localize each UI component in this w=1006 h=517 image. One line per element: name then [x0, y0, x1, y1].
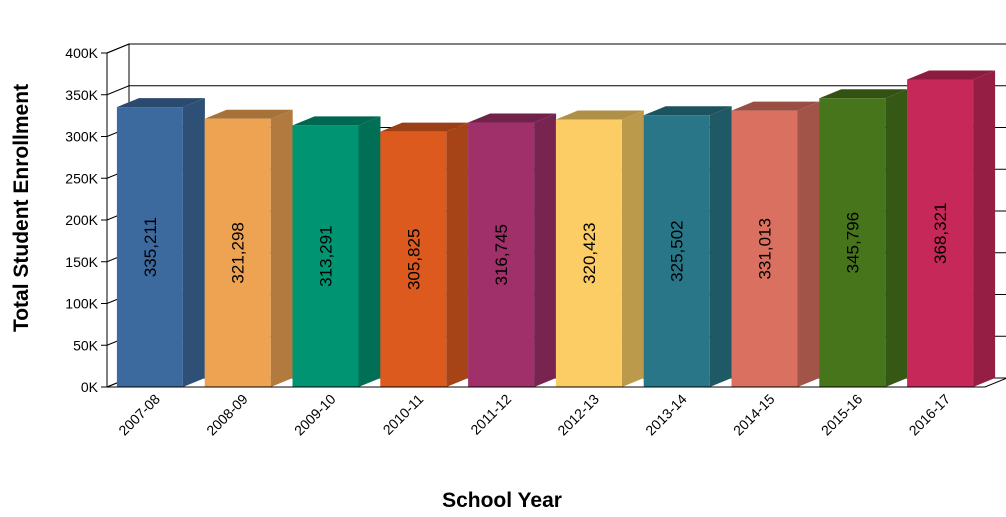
y-axis-top: [106, 43, 130, 54]
data-label: 321,298: [229, 222, 248, 283]
y-tick-label: 150K: [65, 254, 98, 270]
bar-2008-09: 321,298: [204, 109, 293, 387]
bar-2010-11: 305,825: [380, 122, 469, 388]
gridline-side: [106, 85, 130, 96]
y-tick-label: 50K: [73, 337, 99, 353]
bar-2009-10: 313,291: [292, 116, 381, 388]
bar: [643, 115, 710, 387]
y-tick-label: 200K: [65, 212, 98, 228]
data-label: 305,825: [404, 229, 423, 290]
bar-side: [446, 122, 469, 388]
x-tick-label: 2007-08: [115, 391, 163, 439]
bar-2012-13: 320,423: [555, 110, 644, 388]
bar: [292, 125, 359, 388]
data-label: 368,321: [931, 202, 950, 263]
data-label: 331,013: [756, 218, 775, 279]
bar: [468, 122, 535, 388]
x-tick-label: 2011-12: [467, 391, 514, 438]
data-label: 313,291: [317, 225, 336, 286]
bar-2016-17: 368,321: [907, 70, 996, 387]
data-label: 335,211: [141, 217, 160, 277]
bar-side: [797, 101, 820, 388]
x-axis-title: School Year: [442, 489, 562, 512]
bar-top: [468, 113, 557, 123]
x-tick-label: 2014-15: [730, 391, 778, 439]
bar-top: [643, 106, 732, 116]
y-axis-title: Total Student Enrollment: [10, 84, 33, 332]
data-label: 345,796: [843, 212, 862, 273]
bar-top: [731, 101, 820, 111]
bar-2007-08: 335,211: [116, 98, 205, 387]
bar: [731, 110, 798, 388]
bar-side: [885, 89, 908, 387]
data-label: 316,745: [492, 224, 511, 285]
bar-side: [358, 116, 381, 388]
x-tick-label: 2015-16: [818, 391, 866, 439]
x-tick-label: 2012-13: [554, 391, 602, 439]
bar-top: [907, 70, 996, 80]
bar-2011-12: 316,745: [468, 113, 557, 388]
bar-top: [292, 116, 381, 126]
bar: [555, 119, 622, 388]
x-tick-label: 2008-09: [203, 391, 251, 439]
bar-2014-15: 331,013: [731, 101, 820, 388]
bars-layer: 335,211 321,298 313,291 305,825 316,745 320,4…: [116, 70, 996, 388]
bar-2013-14: 325,502: [643, 106, 732, 387]
y-tick-label: 0K: [81, 379, 99, 395]
bar: [204, 118, 271, 387]
y-tick-label: 400K: [65, 45, 98, 61]
bar-top: [819, 89, 908, 99]
bar-side: [270, 109, 293, 387]
bar-side: [182, 98, 205, 387]
bar-side: [973, 70, 996, 387]
bar: [907, 79, 974, 387]
y-tick-label: 350K: [65, 87, 98, 103]
bar-side: [621, 110, 644, 388]
bar: [380, 131, 447, 387]
x-tick-label: 2013-14: [642, 391, 690, 439]
x-tick-label: 2016-17: [906, 391, 954, 439]
bar-top: [380, 122, 469, 132]
y-tick-label: 250K: [65, 170, 98, 186]
bar-top: [555, 110, 644, 120]
data-label: 320,423: [580, 222, 599, 283]
x-tick-label: 2010-11: [380, 391, 427, 438]
bar-2015-16: 345,796: [819, 89, 908, 387]
data-label: 325,502: [668, 220, 687, 281]
bar-side: [534, 113, 557, 388]
y-tick-label: 100K: [65, 296, 98, 312]
bar: [819, 98, 886, 387]
x-tick-label: 2009-10: [291, 391, 339, 439]
bar-side: [709, 106, 732, 387]
y-tick-label: 300K: [65, 129, 98, 145]
bar-top: [116, 98, 205, 108]
bar-top: [204, 109, 293, 119]
bar: [116, 107, 183, 387]
